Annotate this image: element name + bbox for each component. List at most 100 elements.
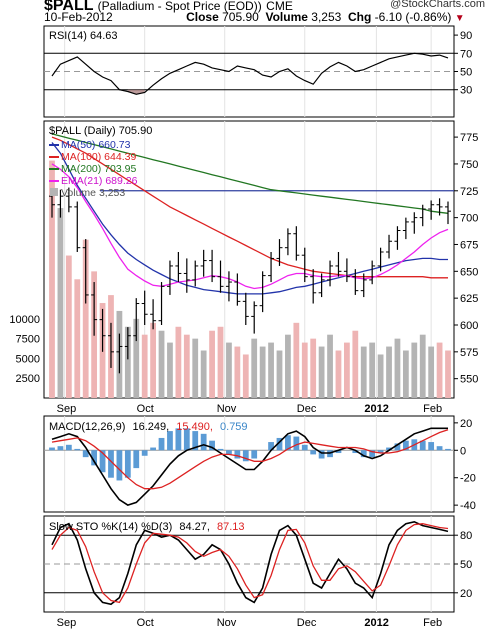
volume-bar — [167, 342, 173, 398]
macd-legend-signal: 15.490, — [176, 421, 213, 433]
sto-tick-label: 20 — [460, 588, 472, 600]
volume-legend: Volume 3,253 — [61, 187, 125, 199]
volume-bar — [251, 338, 258, 398]
sto-plot — [44, 520, 454, 606]
volume-bar — [327, 334, 333, 398]
macd-histogram-bar — [335, 450, 342, 454]
macd-histogram-bar — [352, 450, 359, 454]
volume-bar — [285, 334, 291, 398]
price-series-ma200 — [51, 133, 449, 214]
volume-value: 3,253 — [311, 10, 342, 24]
sto-k-line — [51, 520, 449, 606]
macd-histogram-bar — [251, 450, 258, 459]
month-labels: Sep Sep Oct Oct Nov Nov Dec Dec 2012 2012 Feb Feb — [57, 403, 442, 629]
price-tick-label: 700 — [460, 213, 478, 225]
macd-histogram-bar — [226, 450, 232, 455]
close-label: Close — [186, 10, 219, 24]
macd-histogram-bar — [285, 435, 291, 451]
price-tick-label: 625 — [460, 293, 478, 305]
macd-histogram-bar — [377, 450, 384, 454]
month-label: Sep — [57, 617, 77, 629]
macd-histogram-bar — [116, 450, 123, 481]
volume-bar — [57, 208, 64, 398]
chg-value: -6.10 (-0.86%) — [374, 10, 452, 24]
price-tick-label: 750 — [460, 159, 478, 171]
volume-tick-label: 10000 — [9, 314, 40, 326]
volume-bar — [150, 322, 156, 398]
month-label: Nov — [217, 403, 237, 415]
macd-histogram-bar — [192, 431, 199, 451]
macd-histogram-bar — [209, 440, 215, 451]
month-label: Dec — [297, 617, 317, 629]
volume-label: Volume — [265, 10, 308, 24]
price-tick-label: 550 — [460, 374, 478, 386]
ma200-legend: MA(200) 703.95 — [61, 163, 136, 175]
macd-tick-label: 20 — [460, 418, 472, 430]
volume-bar — [200, 350, 207, 398]
macd-histogram-bar — [428, 442, 435, 451]
axis-ticks: 3050709025005000750010000550575600625650… — [9, 30, 478, 600]
volume-tick-label: 7500 — [16, 334, 40, 346]
chg-down-icon: ▼ — [454, 13, 465, 24]
price-series-ma50 — [51, 142, 448, 295]
rsi-tick-label: 90 — [460, 30, 472, 42]
macd-histogram-bar — [445, 448, 451, 451]
macd-histogram-bar — [268, 442, 274, 451]
macd-histogram-bar — [74, 448, 81, 451]
macd-legend-macd: 16.249, — [132, 421, 169, 433]
volume-bar — [175, 326, 182, 398]
volume-bar — [318, 346, 325, 398]
volume-bar — [209, 330, 215, 398]
macd-tick-label: -20 — [460, 473, 476, 485]
macd-legend-label: MACD(12,26,9) — [49, 421, 125, 433]
volume-bar — [428, 346, 435, 398]
macd-histogram-bar — [141, 450, 148, 456]
macd-histogram-bar — [82, 450, 89, 458]
macd-histogram-bar — [99, 450, 106, 473]
rsi-tick-label: 70 — [460, 48, 472, 60]
price-series-ema21 — [51, 163, 449, 290]
volume-bar — [183, 334, 190, 398]
macd-histogram-bar — [108, 450, 114, 478]
rsi-line — [51, 52, 449, 95]
month-label: Feb — [423, 617, 442, 629]
macd-tick-label: -40 — [460, 500, 476, 512]
volume-bar — [276, 350, 283, 398]
volume-bar — [310, 338, 317, 398]
volume-bar — [259, 346, 266, 398]
macd-histogram-bar — [200, 433, 207, 451]
price-tick-label: 675 — [460, 239, 478, 251]
volume-bar — [419, 334, 426, 398]
volume-bar — [301, 342, 308, 398]
volume-bar — [268, 342, 274, 398]
ema21-legend: EMA(21) 689.26 — [61, 175, 138, 187]
price-tick-label: 600 — [460, 320, 478, 332]
macd-histogram-bar — [318, 450, 325, 459]
volume-bar — [217, 326, 224, 398]
macd-histogram-bar — [402, 440, 409, 451]
macd-histogram-bar — [183, 428, 190, 451]
instrument-name: (Palladium - Spot Price (EOD)) — [97, 0, 262, 13]
macd-histogram-bar — [175, 428, 182, 451]
macd-legend-hist: 0.759 — [220, 421, 248, 433]
volume-bar — [352, 330, 359, 398]
macd-histogram-bar — [217, 448, 224, 451]
sto-legend-label: Slow STO %K(14) %D(3) — [49, 521, 172, 533]
macd-plot — [44, 427, 454, 506]
rsi-legend: RSI(14) 64.63 — [49, 30, 117, 42]
macd-line — [51, 427, 448, 506]
sto-legend-d: 87.13 — [217, 521, 245, 533]
month-label: 2012 — [364, 403, 388, 415]
macd-histogram-bar — [293, 436, 300, 451]
volume-swatch — [50, 188, 58, 196]
price-legend-title: $PALL (Daily) 705.90 — [49, 125, 152, 137]
ma50-legend: MA(50) 660.73 — [61, 139, 131, 151]
volume-tick-label: 5000 — [16, 353, 40, 365]
rsi-plot — [44, 52, 454, 95]
volume-bar — [369, 342, 376, 398]
macd-histogram-bar — [57, 446, 64, 451]
chart-title-line: $PALL (Palladium - Spot Price (EOD)) CME — [44, 0, 493, 15]
price-tick-label: 650 — [460, 266, 478, 278]
macd-histogram-bar — [394, 443, 401, 451]
volume-bar — [49, 160, 55, 398]
